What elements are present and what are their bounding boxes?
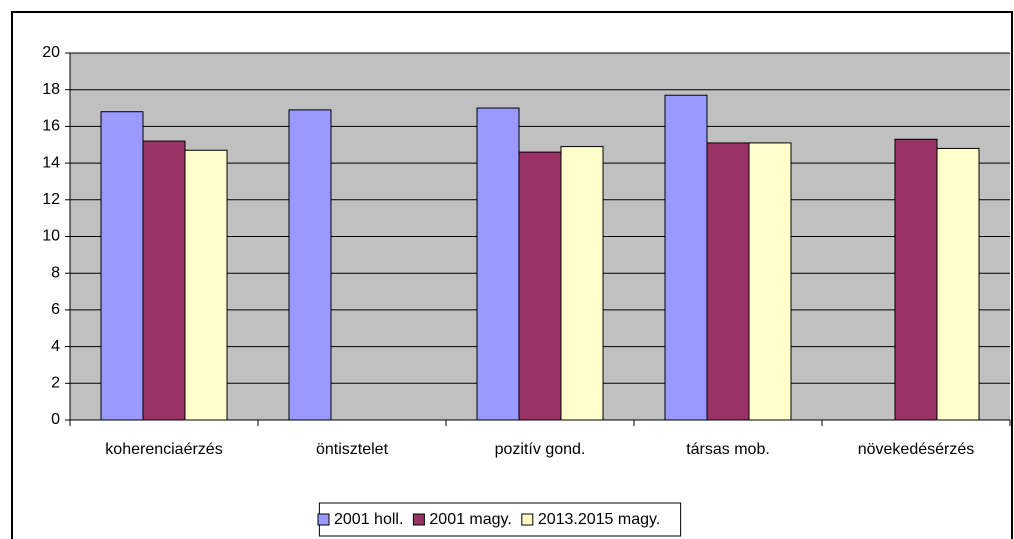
bar	[664, 94, 708, 421]
y-tick-label: 18	[42, 81, 60, 98]
legend	[318, 502, 682, 537]
y-tick-label: 10	[42, 228, 60, 245]
bar	[142, 140, 186, 421]
legend-swatch	[521, 513, 534, 526]
x-tick-label: társas mob.	[686, 441, 770, 458]
y-tick-label: 0	[51, 411, 60, 428]
y-tick-label: 8	[51, 264, 60, 281]
bar	[748, 142, 792, 421]
bar	[706, 142, 750, 421]
legend-swatch	[412, 513, 425, 526]
bar	[184, 149, 228, 421]
bar	[560, 146, 604, 421]
bar	[518, 151, 562, 421]
y-tick-label: 4	[51, 338, 60, 355]
legend-swatch	[317, 513, 330, 526]
y-tick-label: 12	[42, 191, 60, 208]
x-tick-label: növekedésérzés	[858, 441, 975, 458]
legend-label: 2001 magy.	[429, 511, 511, 528]
x-tick-label: koherenciaérzés	[105, 441, 222, 458]
y-tick-label: 14	[42, 154, 60, 171]
bar	[936, 147, 980, 421]
bar	[894, 138, 938, 421]
y-tick-label: 16	[42, 118, 60, 135]
y-tick-label: 20	[42, 44, 60, 61]
x-tick-label: pozitív gond.	[495, 441, 586, 458]
legend-label: 2001 holl.	[334, 511, 403, 528]
legend-label: 2013.2015 magy.	[538, 511, 660, 528]
bar	[476, 107, 520, 421]
bar	[288, 109, 332, 421]
x-tick-label: öntisztelet	[316, 441, 389, 458]
y-tick-label: 6	[51, 301, 60, 318]
bar	[100, 111, 144, 421]
y-tick-label: 2	[51, 375, 60, 392]
